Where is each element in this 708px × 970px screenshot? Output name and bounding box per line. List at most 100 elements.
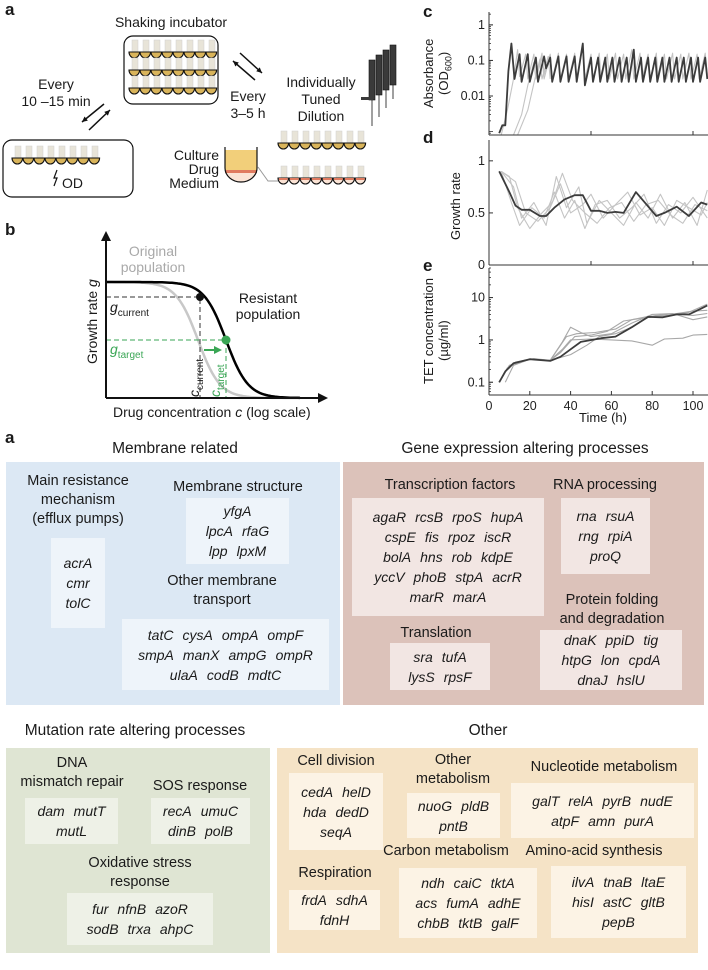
- gene-name: rpiA: [607, 528, 633, 544]
- tube-outline: [224, 147, 258, 183]
- pipette-handle: [361, 97, 373, 100]
- category-title: Membrane related: [112, 440, 238, 457]
- dose-response-diagram: [101, 231, 328, 403]
- g-target-symbol: g: [110, 341, 118, 357]
- gene-row: sra tufA: [390, 647, 490, 667]
- gene-row: bolA hns rob kdpE: [352, 547, 544, 567]
- gene-row: rna rsuA: [561, 506, 650, 526]
- g-current-sub: current: [117, 307, 149, 319]
- group-heading-line: mechanism: [40, 492, 116, 508]
- gene-name: pepB: [602, 914, 635, 930]
- gene-name: rna: [576, 508, 597, 524]
- panel-label-e: e: [423, 256, 433, 275]
- gene-name: stpA: [455, 569, 484, 585]
- tube-layer-culture: Culture: [173, 147, 219, 163]
- gene-row: acs fumA adhE: [399, 893, 537, 913]
- od-label: OD: [62, 175, 83, 191]
- category-title: Mutation rate altering processes: [24, 722, 246, 739]
- gene-name: hslU: [616, 672, 645, 688]
- gene-name: dam: [37, 803, 65, 819]
- dose-x-symbol: c: [235, 404, 243, 420]
- group-heading: Transcription factors: [385, 476, 516, 495]
- gene-name: caiC: [453, 875, 482, 891]
- chart-d-ytick-label: 1: [478, 154, 485, 168]
- gene-name: cedA: [301, 783, 334, 800]
- gene-list-box: nuoG pldB pntB: [407, 793, 500, 838]
- gene-row: smpA manX ampG ompR: [122, 645, 329, 665]
- gene-name: ompF: [267, 626, 304, 643]
- group-heading-line: Amino-acid synthesis: [525, 843, 663, 859]
- gene-name: umuC: [200, 803, 239, 819]
- gene-name: ltaE: [641, 874, 666, 890]
- gene-row: recA umuC: [151, 801, 250, 821]
- gene-name: astC: [602, 894, 632, 910]
- shift-arrow-head: [214, 346, 222, 354]
- gene-list-box: tatC cysA ompA ompF smpA manX ampG ompR ulaA codB…: [122, 619, 329, 690]
- dilution-label-line1: Individually: [286, 74, 356, 90]
- chart-e-xtick-label: 80: [645, 399, 659, 413]
- gene-row: htpG lon cpdA: [540, 650, 682, 670]
- chart-c-series-2: [517, 55, 551, 135]
- gene-row: proQ: [561, 546, 650, 566]
- gene-list-box: ilvA tnaB ltaE hisI astC gltB pepB: [551, 866, 686, 938]
- gene-list-box: ndh caiC tktA acs fumA adhE chbB tktB galF: [399, 868, 537, 938]
- category-title: Gene expression altering processes: [401, 440, 649, 457]
- panel-label-d: d: [423, 128, 434, 147]
- gene-name: cmr: [66, 575, 90, 591]
- gene-name: sodB: [86, 921, 119, 937]
- gene-row: cedA helD: [289, 782, 383, 802]
- group-heading-line: RNA processing: [553, 477, 657, 493]
- group-heading-line: Other membrane: [167, 573, 277, 589]
- gene-name: yccV: [374, 569, 405, 585]
- gene-name: tig: [643, 632, 659, 648]
- gene-row: hisI astC gltB: [551, 892, 686, 912]
- gene-name: tatC: [147, 626, 174, 643]
- gene-name: azoR: [155, 901, 188, 917]
- gene-name: rcsB: [415, 509, 444, 525]
- gene-name: proQ: [589, 548, 622, 564]
- gene-name: lysS: [408, 668, 435, 685]
- gene-row: lysS rpsF: [390, 667, 490, 687]
- panel-label-a: a: [5, 0, 15, 19]
- chart-e-xtick-label: 60: [604, 399, 618, 413]
- incubator-box: [123, 35, 219, 105]
- gene-row: marR marA: [352, 587, 544, 607]
- dose-x-label-text: Drug concentration: [113, 404, 232, 420]
- category-title: Other: [468, 722, 508, 739]
- gene-row: lpp lpxM: [186, 541, 289, 561]
- group-heading-line: Nucleotide metabolism: [530, 759, 678, 775]
- chart-c-ylabel2: (OD600): [436, 52, 457, 95]
- panel-label-bottom-a: a: [5, 428, 15, 447]
- original-population-label: Original population: [119, 243, 187, 275]
- gene-name: acs: [415, 895, 438, 911]
- gene-name: smpA: [138, 646, 174, 663]
- gene-list-box: dnaK ppiD tig htpG lon cpdA dnaJ hslU: [540, 630, 682, 690]
- gene-list-box: cedA helD hda dedD seqA: [289, 773, 383, 850]
- chart-e-xtick-label: 40: [564, 399, 578, 413]
- gene-name: ompR: [275, 646, 313, 663]
- gene-name: hisI: [572, 894, 594, 910]
- group-heading: Main resistance mechanism (efflux pumps): [27, 472, 129, 529]
- group-heading-line: Carbon metabolism: [383, 843, 509, 859]
- gene-row: fdnH: [289, 910, 380, 930]
- od-prefix: (OD: [436, 71, 451, 95]
- dilution-row2-drug-layer: [301, 178, 310, 180]
- arrow-to-incubator-head: [104, 110, 110, 116]
- group-heading: Cell division: [297, 752, 374, 771]
- gene-name: ompA: [221, 626, 259, 643]
- dilution-row1-well: [354, 142, 367, 150]
- gene-list-box: yfgA lpcA rfaG lpp lpxM: [186, 498, 289, 564]
- group-heading-line: and degradation: [559, 611, 665, 627]
- chart-e-series-3: [498, 309, 708, 383]
- target-point: [221, 335, 231, 345]
- original-label-line2: population: [120, 259, 186, 275]
- g-target-sub: target: [117, 349, 144, 361]
- group-heading-line: Translation: [400, 625, 472, 641]
- gene-row: yccV phoB stpA acrR: [352, 567, 544, 587]
- gene-list-box: agaR rcsB rpoS hupA cspE fis rpoz iscR bolA hns ro…: [352, 498, 544, 616]
- gene-row: pepB: [551, 912, 686, 932]
- gene-name: rng: [578, 528, 599, 544]
- arrow-to-reader-head: [82, 116, 88, 122]
- group-heading-line: DNA: [56, 755, 88, 771]
